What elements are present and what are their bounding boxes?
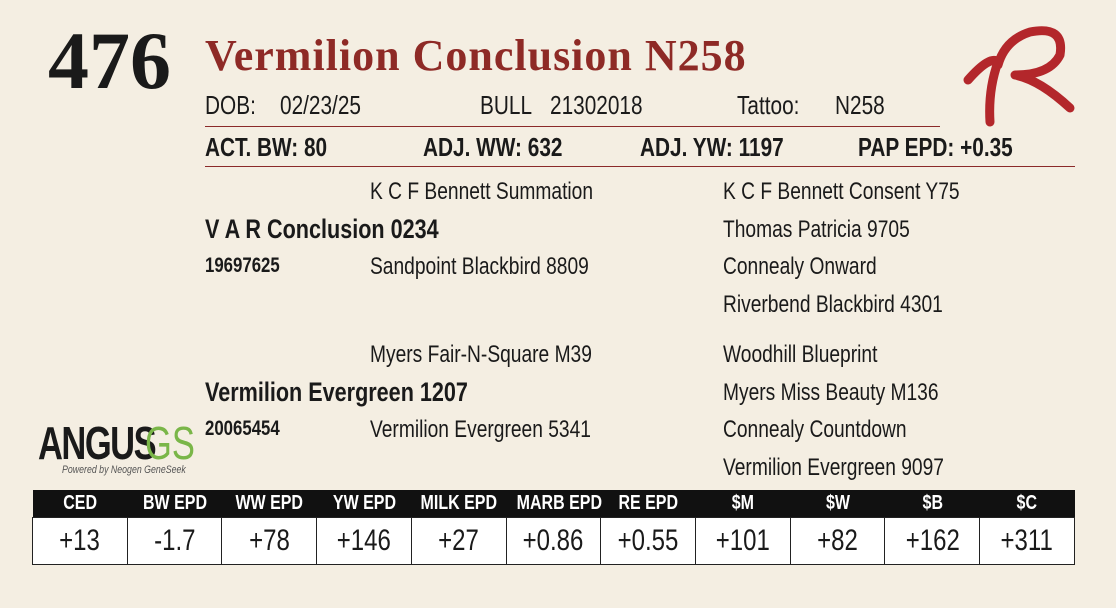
epd-header: MILK EPD — [411, 490, 507, 518]
tattoo-label: Tattoo: — [737, 90, 800, 120]
logo-suffix: GS — [145, 417, 195, 469]
performance: PAP EPD: +0.35 — [858, 132, 1013, 162]
registration: 21302018 — [550, 90, 643, 120]
parent-name: Vermilion Evergreen 1207 — [205, 376, 468, 407]
epd-value: +146 — [316, 517, 412, 565]
epd-header-text: YW EPD — [332, 492, 396, 514]
epd-value: +82 — [789, 517, 886, 565]
epd-value-text: +146 — [336, 524, 392, 557]
epd-header: $W — [790, 490, 885, 518]
epd-value: +27 — [410, 517, 507, 565]
performance: ACT. BW: 80 — [205, 132, 328, 162]
epd-header: CED — [32, 490, 128, 518]
epd-value-text: -1.7 — [153, 524, 196, 557]
grandparent: Thomas Patricia 9705 — [723, 215, 910, 243]
divider — [205, 166, 1075, 167]
epd-value: +162 — [884, 517, 981, 565]
epd-value-text: +311 — [1000, 524, 1054, 557]
epd-value: +0.86 — [505, 517, 602, 565]
dob-label: DOB: — [205, 90, 256, 120]
grandparent: Connealy Onward — [723, 253, 877, 281]
dob: 02/23/25 — [280, 90, 361, 120]
grandparent: K C F Bennett Consent Y75 — [723, 178, 960, 205]
grandparent: Connealy Countdown — [723, 416, 907, 444]
grandparent: Riverbend Blackbird 4301 — [723, 291, 943, 319]
brand-mark — [963, 26, 1075, 127]
epd-header-text: BW EPD — [142, 492, 207, 514]
epd-value-text: +162 — [905, 524, 960, 557]
animal-name: Vermilion Conclusion N258 — [205, 31, 747, 80]
epd-header: $C — [979, 490, 1075, 518]
epd-value: +13 — [32, 517, 128, 565]
epd-value: +0.55 — [600, 517, 697, 565]
epd-value: +101 — [695, 517, 791, 565]
grandparent: Woodhill Blueprint — [723, 341, 878, 368]
epd-header: MARB EPD — [506, 490, 603, 518]
epd-value-text: +82 — [817, 524, 858, 557]
epd-header-text: $B — [922, 492, 943, 514]
performance: ADJ. WW: 632 — [423, 132, 563, 162]
parent-dam: Sandpoint Blackbird 8809 — [370, 253, 589, 281]
divider — [205, 126, 940, 127]
epd-header-text: MARB EPD — [516, 492, 603, 514]
parent-dam: Vermilion Evergreen 5341 — [370, 416, 591, 444]
epd-header: WW EPD — [221, 490, 317, 518]
epd-header: BW EPD — [127, 490, 222, 518]
epd-value: +78 — [221, 517, 318, 565]
parent-registration: 19697625 — [205, 254, 280, 278]
parent-sire: Myers Fair-N-Square M39 — [370, 341, 592, 368]
grandparent: Myers Miss Beauty M136 — [723, 378, 939, 406]
epd-header: YW EPD — [316, 490, 412, 518]
parent-sire: K C F Bennett Summation — [370, 178, 594, 205]
epd-header-text: $W — [825, 492, 850, 514]
parent-registration: 20065454 — [205, 417, 280, 441]
epd-header: RE EPD — [600, 490, 696, 518]
epd-header-text: $M — [731, 492, 755, 514]
epd-header: $B — [884, 490, 980, 518]
epd-table: CED BW EPD WW EPD YW EPD MILK EPD MARB EPD RE … — [32, 490, 1075, 565]
epd-value: -1.7 — [126, 517, 223, 565]
epd-value: +311 — [979, 517, 1075, 565]
lot-number: 476 — [48, 15, 171, 106]
epd-value-text: +27 — [438, 524, 480, 557]
epd-header-text: CED — [62, 492, 97, 514]
grandparent: Vermilion Evergreen 9097 — [723, 454, 944, 482]
logo-brand: ANGUS — [38, 417, 157, 469]
epd-value-text: +0.55 — [617, 524, 679, 557]
epd-header-text: WW EPD — [235, 492, 304, 514]
tattoo: N258 — [835, 90, 885, 120]
logo-tagline: Powered by Neogen GeneSeek — [62, 464, 186, 476]
performance: ADJ. YW: 1197 — [640, 132, 784, 162]
epd-value-text: +78 — [248, 524, 290, 557]
epd-value-text: +0.86 — [523, 524, 584, 557]
epd-header: $M — [695, 490, 791, 518]
sex: BULL — [480, 90, 533, 120]
epd-header-text: MILK EPD — [420, 492, 498, 514]
epd-header-text: $C — [1016, 492, 1038, 514]
epd-value-text: +13 — [59, 524, 101, 557]
epd-value-text: +101 — [715, 524, 770, 557]
epd-header-text: RE EPD — [618, 492, 678, 514]
parent-name: V A R Conclusion 0234 — [205, 213, 439, 244]
